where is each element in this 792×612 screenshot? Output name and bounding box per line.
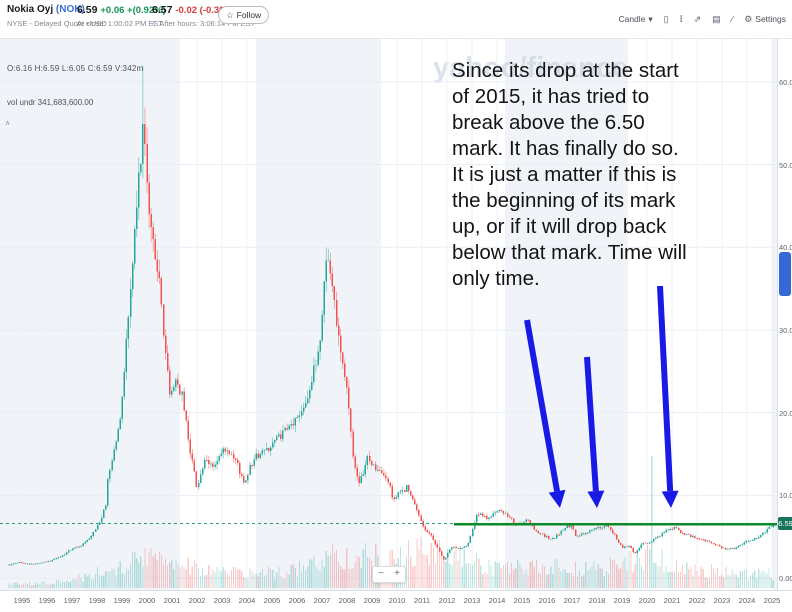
annotation-line: break above the 6.50 (452, 111, 645, 134)
star-icon: ☆ (226, 9, 234, 20)
year-band (256, 38, 381, 590)
annotation-arrows (524, 285, 679, 508)
x-tick-label: 2020 (638, 596, 656, 605)
x-tick-label: 2000 (138, 596, 156, 605)
x-tick-label: 2017 (563, 596, 581, 605)
x-tick-label: 2008 (338, 596, 356, 605)
quote-header: Nokia Oyj (NOK) NYSE - Delayed Quote • U… (0, 0, 792, 39)
line-tool-icon[interactable]: ∕ (731, 14, 734, 24)
y-tick-label: 10.00 (779, 491, 792, 501)
exchange-info: NYSE - Delayed Quote • USD (7, 19, 107, 28)
annotation-line: up, or if it will drop back (452, 215, 667, 238)
annotation-line: below that mark. Time will (452, 241, 687, 264)
regular-market-quote: 6.59 +0.06 +(0.92%) (77, 4, 166, 16)
y-tick-label: 50.00 (779, 160, 792, 170)
price-axis[interactable]: 60.00 50.00 40.00 30.00 20.00 10.00 0.00 6.59 (777, 38, 792, 590)
chart-type-dropdown[interactable]: Candle ▾ (618, 13, 653, 25)
annotation-line: the beginning of its mark (452, 189, 676, 212)
company-name: Nokia Oyj (7, 4, 54, 15)
x-tick-label: 1998 (88, 596, 106, 605)
annotation-line: Since its drop at the start (452, 59, 679, 82)
candles-layer (8, 65, 775, 566)
settings-gear-icon: ⚙ (744, 13, 753, 24)
panel-icon[interactable]: ▤ (712, 13, 721, 24)
y-tick-label: 20.00 (779, 408, 792, 418)
zoom-controls: − + (372, 566, 406, 583)
collapse-chevron-icon[interactable]: ∧ (5, 120, 11, 127)
chart-style-icon[interactable]: ▯ (663, 13, 669, 24)
symbol-title: Nokia Oyj (NOK) (7, 4, 85, 15)
x-tick-label: 2021 (663, 596, 681, 605)
settings-button[interactable]: ⚙ Settings (744, 13, 786, 25)
zoom-in-button[interactable]: + (394, 568, 400, 579)
x-tick-label: 2013 (463, 596, 481, 605)
share-icon[interactable]: ⇗ (693, 13, 702, 24)
x-tick-label: 2012 (438, 596, 456, 605)
last-price-badge: 6.59 (778, 517, 792, 530)
y-tick-label: 30.00 (779, 325, 792, 335)
at-close-label: At close: 1:00:02 PM EST (77, 19, 163, 28)
x-tick-label: 2016 (538, 596, 556, 605)
y-tick-label: 40.00 (779, 243, 792, 253)
x-tick-label: 2001 (163, 596, 181, 605)
annotation-line: only time. (452, 267, 540, 290)
chevron-down-icon: ▾ (648, 13, 653, 24)
y-tick-label: 60.00 (779, 77, 792, 87)
year-band (505, 38, 628, 590)
follow-button[interactable]: ☆ Follow (218, 6, 270, 24)
regular-change: +0.06 +(0.92%) (100, 5, 166, 16)
annotation-line: mark. It has finally do so. (452, 137, 679, 160)
x-tick-label: 2023 (713, 596, 731, 605)
zoom-out-button[interactable]: − (378, 568, 384, 579)
x-tick-label: 2024 (738, 596, 756, 605)
x-tick-label: 1997 (63, 596, 81, 605)
annotation-line: of 2015, it has tried to (452, 85, 650, 108)
volume-legend: vol undr 341,683,600.00 (7, 98, 94, 107)
x-tick-label: 2014 (488, 596, 506, 605)
x-tick-label: 2025 (763, 596, 781, 605)
x-tick-label: 1995 (13, 596, 31, 605)
text-tool-icon[interactable]: I (679, 14, 683, 24)
ohlc-legend: O:6.16 H:6.59 L:6.05 C:6.59 V:342m (7, 64, 144, 73)
x-tick-label: 2022 (688, 596, 706, 605)
y-tick-label: 0.00 (779, 574, 792, 583)
x-tick-label: 2011 (413, 596, 431, 605)
x-tick-label: 1999 (113, 596, 131, 605)
gridlines (0, 38, 777, 588)
time-axis[interactable]: 1995 1996 1997 1998 1999 2000 2001 2002 2003 2004… (0, 590, 792, 612)
x-tick-label: 2003 (213, 596, 231, 605)
x-tick-label: 1996 (38, 596, 56, 605)
x-tick-label: 2002 (188, 596, 206, 605)
after-hours-label: ☾After hours: 3:06:14 PM EST (152, 19, 256, 28)
x-tick-label: 2005 (263, 596, 281, 605)
after-hours-price: 6.57 (152, 4, 173, 16)
x-tick-label: 2007 (313, 596, 331, 605)
year-band (0, 38, 180, 590)
x-tick-label: 2019 (613, 596, 631, 605)
ticker-symbol: (NOK) (55, 4, 85, 15)
x-tick-label: 2004 (238, 596, 256, 605)
yahoo-finance-watermark: yahoo/finance (433, 52, 628, 84)
after-hours-change: -0.02 (-0.30%) (175, 5, 237, 16)
chart-annotation-text: Since its drop at the start of 2015, it h… (452, 58, 752, 292)
regular-price: 6.59 (77, 4, 98, 16)
chart-toolbar: Candle ▾ ▯ I ⇗ ▤ ∕ ⚙ Settings (618, 0, 786, 38)
annotation-line: It is just a matter if this is (452, 163, 677, 186)
after-hours-quote: 6.57 -0.02 (-0.30%) (152, 4, 236, 16)
x-tick-label: 2009 (363, 596, 381, 605)
x-tick-label: 2006 (288, 596, 306, 605)
volume-layer (8, 456, 774, 588)
moon-icon: ☾ (152, 21, 159, 28)
x-tick-label: 2018 (588, 596, 606, 605)
x-tick-label: 2015 (513, 596, 531, 605)
side-panel-handle[interactable] (779, 252, 791, 296)
x-tick-label: 2010 (388, 596, 406, 605)
